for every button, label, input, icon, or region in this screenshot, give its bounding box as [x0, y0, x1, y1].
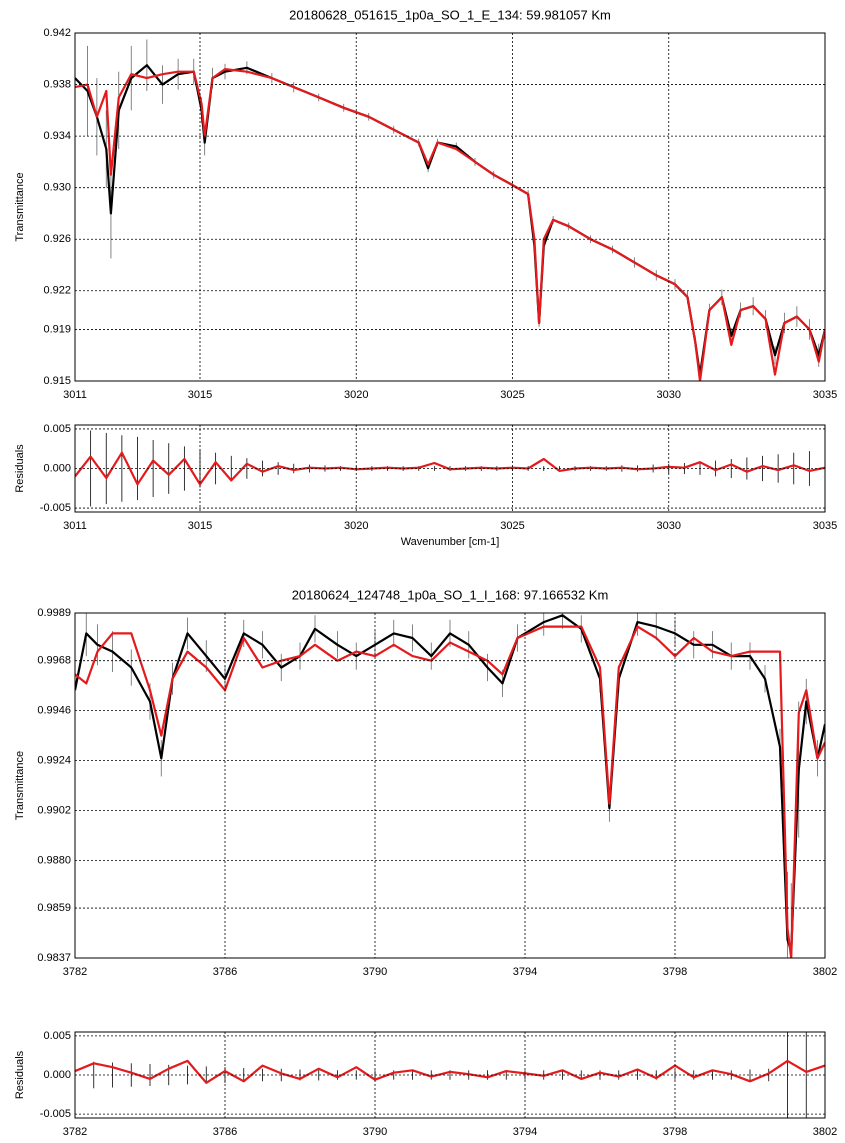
y-tick-label: 0.000 [43, 1069, 71, 1081]
y-tick-label: 0.926 [43, 233, 71, 245]
x-tick-label: 3794 [513, 1126, 537, 1138]
plot-frame [74, 1031, 826, 1119]
y-tick-label: 0.000 [43, 462, 71, 474]
plot-area [75, 33, 825, 381]
x-axis-label: Wavenumber [cm-1] [401, 1142, 500, 1143]
y-tick-label: 0.922 [43, 285, 71, 297]
x-tick-label: 3025 [500, 389, 524, 401]
plot-area [75, 428, 825, 509]
chart-title: 20180624_124748_1p0a_SO_1_I_168: 97.1665… [292, 587, 609, 602]
x-tick-label: 3011 [63, 520, 87, 532]
data-line [75, 614, 825, 953]
y-tick-label: 0.9924 [37, 754, 71, 766]
y-tick-label: 0.005 [43, 423, 71, 435]
y-tick-label: 0.9946 [37, 705, 71, 717]
x-tick-label: 3798 [663, 1126, 687, 1138]
y-tick-label: 0.930 [43, 182, 71, 194]
y-axis-label: Transmittance [14, 172, 26, 241]
data-line [75, 625, 825, 958]
y-tick-label: 0.9880 [37, 854, 71, 866]
x-tick-label: 3782 [63, 966, 87, 978]
y-tick-label: -0.005 [40, 1108, 71, 1120]
x-tick-label: 3015 [188, 520, 212, 532]
y-tick-label: 0.934 [43, 130, 71, 142]
x-tick-label: 3802 [813, 1126, 837, 1138]
x-tick-label: 3786 [213, 966, 237, 978]
x-tick-label: 3035 [813, 389, 837, 401]
x-tick-label: 3790 [363, 1126, 387, 1138]
y-tick-label: 0.9902 [37, 804, 71, 816]
x-tick-label: 3025 [500, 520, 524, 532]
chart-title: 20180628_051615_1p0a_SO_1_E_134: 59.9810… [289, 7, 611, 22]
x-tick-label: 3798 [663, 966, 687, 978]
x-tick-label: 3020 [344, 389, 368, 401]
x-tick-label: 3035 [813, 520, 837, 532]
x-tick-label: 3786 [213, 1126, 237, 1138]
x-tick-label: 3011 [63, 389, 87, 401]
data-line [75, 64, 825, 376]
y-tick-label: 0.9837 [37, 952, 71, 964]
x-tick-label: 3015 [188, 389, 212, 401]
data-line [75, 451, 825, 486]
x-tick-label: 3020 [344, 520, 368, 532]
x-axis-label: Wavenumber [cm-1] [401, 536, 500, 548]
y-tick-label: 0.942 [43, 27, 71, 39]
x-tick-label: 3802 [813, 966, 837, 978]
plot-frame [74, 424, 826, 513]
data-line [75, 68, 825, 381]
y-tick-label: 0.9859 [37, 902, 71, 914]
y-axis-label: Residuals [14, 1050, 26, 1099]
x-tick-label: 3794 [513, 966, 537, 978]
plot-frame [74, 612, 826, 959]
y-tick-label: 0.938 [43, 78, 71, 90]
x-tick-label: 3030 [657, 389, 681, 401]
y-tick-label: -0.005 [40, 502, 71, 514]
y-tick-label: 0.9989 [37, 607, 71, 619]
x-tick-label: 3790 [363, 966, 387, 978]
y-tick-label: 0.915 [43, 375, 71, 387]
y-tick-label: 0.919 [43, 323, 71, 335]
y-axis-label: Transmittance [14, 751, 26, 820]
y-tick-label: 0.9968 [37, 655, 71, 667]
x-tick-label: 3030 [657, 520, 681, 532]
x-tick-label: 3782 [63, 1126, 87, 1138]
y-axis-label: Residuals [14, 444, 26, 493]
y-tick-label: 0.005 [43, 1030, 71, 1042]
plot-frame [74, 32, 826, 382]
